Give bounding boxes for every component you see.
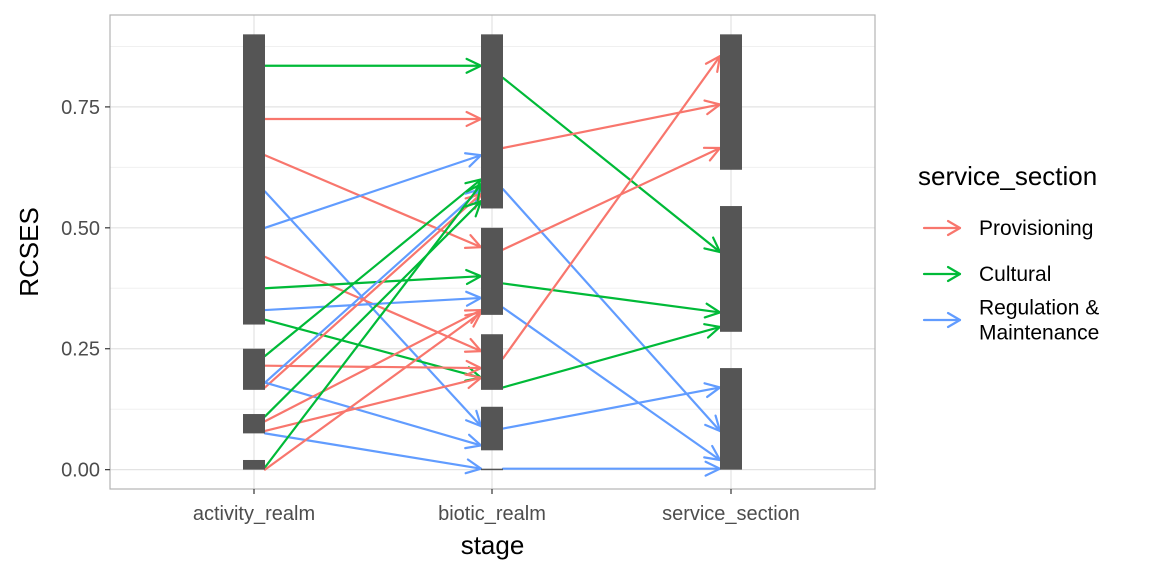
legend: Provisioning Cultural Regulation &Maintena… [922,217,1099,345]
flow-arrow [263,152,483,229]
flow-arrow [501,99,722,150]
flow-arrow [263,57,483,74]
flow-arrow [501,146,722,251]
stratum-bar [481,334,503,390]
legend-key-arrowhead [946,219,962,237]
legend-key-arrowhead [946,311,962,329]
legend-label: Regulation & [979,297,1099,320]
legend-title: service_section [918,161,1097,191]
flow-arrow [263,178,483,358]
legend-label: Maintenance [979,322,1099,345]
x-tick-label: biotic_realm [438,503,546,525]
flow-arrow [501,306,722,462]
flow-arrow [501,382,722,430]
stratum-bar [720,368,742,470]
x-tick-label: activity_realm [193,503,315,525]
stratum-bar [481,34,503,209]
legend-item: Cultural [922,263,1051,286]
flow-arrow [501,460,722,477]
stratum-bar [243,414,265,434]
flow-arrow [263,110,483,128]
y-axis-title: RCSES [14,207,44,297]
stratum-bar [481,406,503,451]
stratum-bar [720,34,742,170]
stratum-bar [481,468,503,471]
stratum-bar [481,227,503,315]
x-axis-title: stage [461,530,525,560]
flow-arrow [501,55,722,360]
y-tick-label: 0.50 [61,218,100,240]
legend-key-arrowhead [946,265,962,283]
axis-layer: 0.00 0.25 0.50 0.75 activity_realm biotic_rea… [61,97,800,525]
y-tick-label: 0.00 [61,460,100,482]
flow-arrow [501,323,722,389]
flow-arrow [263,192,483,389]
legend-item: Provisioning [922,217,1093,240]
y-tick-label: 0.25 [61,339,100,361]
stratum-bar [720,206,742,332]
x-tick-label: service_section [662,503,800,525]
legend-label: Provisioning [979,217,1093,240]
legend-label: Cultural [979,263,1051,286]
stratum-bar [243,348,265,390]
stratum-bar [243,34,265,325]
y-tick-label: 0.75 [61,97,100,119]
legend-item: Regulation &Maintenance [922,297,1099,345]
strata-layer [243,34,742,471]
flow-arrow [263,359,483,376]
flow-arrow [263,432,483,475]
stratum-bar [243,459,265,470]
